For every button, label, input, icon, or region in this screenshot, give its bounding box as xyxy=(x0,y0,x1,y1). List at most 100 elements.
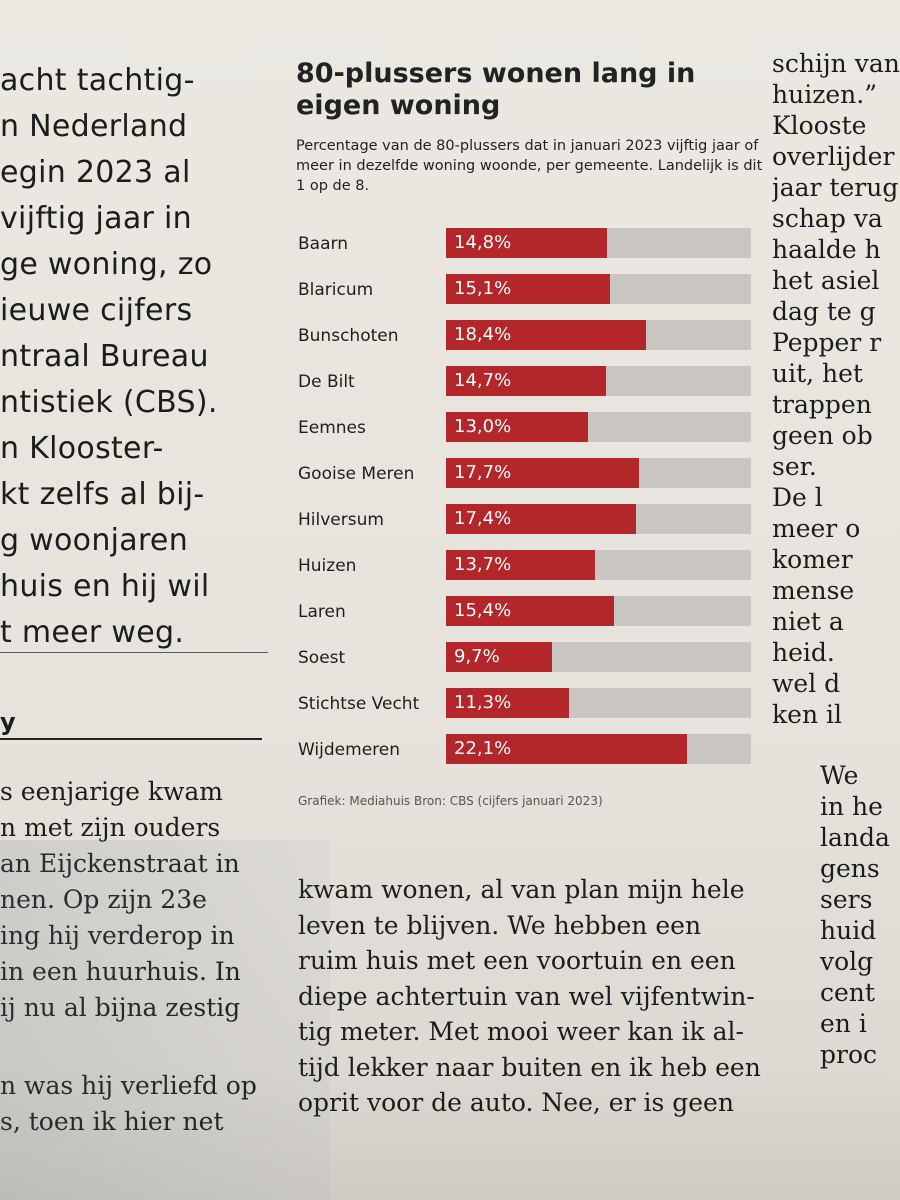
bar xyxy=(446,550,596,580)
article-line: trappen xyxy=(772,390,872,419)
article-line: schap va xyxy=(772,204,883,233)
article-line: sers xyxy=(820,885,873,914)
bar-row: Blaricum 15,1% xyxy=(290,274,768,306)
article-line: vijftig jaar in xyxy=(0,201,192,236)
bar xyxy=(446,734,687,764)
article-line: acht tachtig- xyxy=(0,63,195,98)
data-label: 22,1% xyxy=(454,738,512,759)
category-label: Wijdemeren xyxy=(298,740,400,760)
bar xyxy=(446,412,588,442)
category-label: De Bilt xyxy=(298,372,355,392)
bar-row: De Bilt 14,7% xyxy=(290,366,768,398)
article-middle-column: kwam wonen, al van plan mijn hele leven t… xyxy=(298,872,768,1121)
article-line: egin 2023 al xyxy=(0,155,191,190)
data-label: 15,1% xyxy=(454,278,512,299)
column-divider xyxy=(0,652,268,653)
data-label: 15,4% xyxy=(454,600,512,621)
article-line: geen ob xyxy=(772,421,873,450)
article-line: Klooste xyxy=(772,111,867,140)
article-line: dag te g xyxy=(772,297,876,326)
article-line: landa xyxy=(820,823,890,852)
category-label: Stichtse Vecht xyxy=(298,694,420,714)
article-line: huis en hij wil xyxy=(0,569,210,604)
article-line: ntraal Bureau xyxy=(0,339,209,374)
category-label: Eemnes xyxy=(298,418,366,438)
subhead-rule xyxy=(0,738,262,740)
bar-row: Eemnes 13,0% xyxy=(290,412,768,444)
article-line: ing hij verderop in xyxy=(0,921,235,950)
bar-row: Bunschoten 18,4% xyxy=(290,320,768,352)
chart-subtitle: Percentage van de 80-plussers dat in jan… xyxy=(296,138,763,194)
article-line: het asiel xyxy=(772,266,880,295)
bar-row: Wijdemeren 22,1% xyxy=(290,734,768,766)
article-line: haalde h xyxy=(772,235,881,264)
article-line: ge woning, zo xyxy=(0,247,213,282)
bar xyxy=(446,458,639,488)
data-label: 18,4% xyxy=(454,324,512,345)
article-line: ruim huis met een voortuin en een xyxy=(298,946,736,975)
chart-source: Grafiek: Mediahuis Bron: CBS (cijfers ja… xyxy=(298,794,603,808)
data-label: 14,8% xyxy=(454,232,512,253)
article-subhead: y xyxy=(0,708,16,736)
article-left-column: acht tachtig-n Nederland egin 2023 al vijf… xyxy=(0,58,262,656)
article-line: in he xyxy=(820,792,883,821)
data-label: 17,4% xyxy=(454,508,512,529)
article-right-column: schijn van huizen.” Klooste overlijder jaar … xyxy=(772,48,900,730)
bar-row: Hilversum 17,4% xyxy=(290,504,768,536)
category-label: Bunschoten xyxy=(298,326,399,346)
bar-row: Huizen 13,7% xyxy=(290,550,768,582)
article-line: in een huurhuis. In xyxy=(0,957,241,986)
bar-row: Gooise Meren 17,7% xyxy=(290,458,768,490)
article-line: g woonjaren xyxy=(0,523,189,558)
article-line: De l xyxy=(772,483,823,512)
article-line: kwam wonen, al van plan mijn hele xyxy=(298,875,745,904)
article-right-column-lower: We in he landa gens sers huid volg cent en i proc xyxy=(820,760,900,1070)
article-line: proc xyxy=(820,1040,878,1069)
article-line: tig meter. Met mooi weer kan ik al- xyxy=(298,1017,744,1046)
article-line: cent xyxy=(820,978,875,1007)
article-line: mense xyxy=(772,576,855,605)
article-line: s eenjarige kwam xyxy=(0,777,223,806)
data-label: 13,0% xyxy=(454,416,512,437)
article-line: en i xyxy=(820,1009,867,1038)
article-line: heid. xyxy=(772,638,835,667)
data-label: 14,7% xyxy=(454,370,512,391)
article-line: ij nu al bijna zestig xyxy=(0,993,241,1022)
article-line: gens xyxy=(820,854,880,883)
article-line: an Eijckenstraat in xyxy=(0,849,240,878)
bar xyxy=(446,596,614,626)
category-label: Soest xyxy=(298,648,346,668)
data-label: 11,3% xyxy=(454,692,512,713)
bar xyxy=(446,366,607,396)
article-line: wel d xyxy=(772,669,841,698)
article-line: overlijder xyxy=(772,142,895,171)
article-line: oprit voor de auto. Nee, er is geen xyxy=(298,1088,734,1117)
article-line: n was hij verliefd op xyxy=(0,1071,257,1100)
article-line: diepe achtertuin van wel vijfentwin- xyxy=(298,981,755,1011)
article-left-column-lower: s eenjarige kwam n met zijn ouders an Eijc… xyxy=(0,774,262,1026)
article-line: meer o xyxy=(772,514,861,543)
bar-chart: Baarn 14,8% Blaricum 15,1% Bunschoten 18,4% De… xyxy=(290,228,768,778)
category-label: Huizen xyxy=(298,556,357,576)
article-line: komer xyxy=(772,545,853,574)
article-line: niet a xyxy=(772,607,844,636)
article-line: ntistiek (CBS). xyxy=(0,385,218,420)
article-line: nen. Op zijn 23e xyxy=(0,885,207,914)
article-line: n met zijn ouders xyxy=(0,813,221,842)
bar xyxy=(446,228,608,258)
bar-row: Stichtse Vecht 11,3% xyxy=(290,688,768,720)
category-label: Hilversum xyxy=(298,510,384,530)
bar xyxy=(446,642,552,672)
article-line: tijd lekker naar buiten en ik heb een xyxy=(298,1052,761,1082)
article-line: s, toen ik hier net xyxy=(0,1107,224,1136)
data-label: 13,7% xyxy=(454,554,512,575)
bar xyxy=(446,320,647,350)
category-label: Blaricum xyxy=(298,280,374,300)
data-label: 9,7% xyxy=(454,646,500,667)
article-line: Pepper r xyxy=(772,328,882,357)
bar-row: Soest 9,7% xyxy=(290,642,768,674)
article-line: jaar terug xyxy=(772,173,899,202)
article-line: volg xyxy=(820,947,874,976)
article-line: ieuwe cijfers xyxy=(0,293,193,328)
article-line: ken il xyxy=(772,700,842,729)
